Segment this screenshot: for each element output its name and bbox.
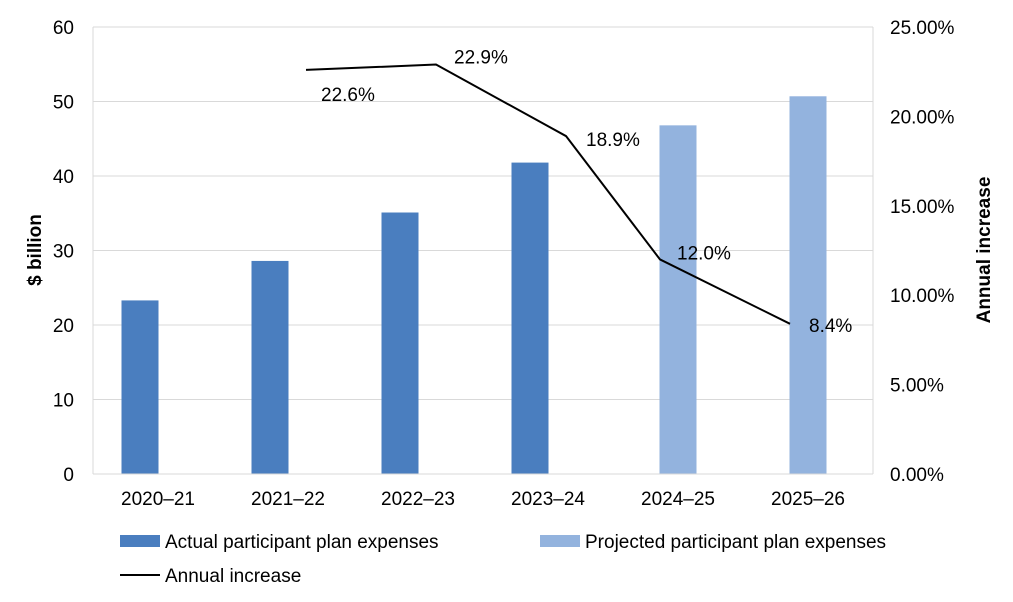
x-tick-label: 2024–25 — [641, 489, 715, 510]
bar-actual — [381, 212, 419, 474]
x-tick-label: 2020–21 — [121, 489, 195, 510]
y-tick-label-left: 60 — [53, 18, 74, 39]
annual-increase-line — [305, 63, 791, 325]
y-tick-label-left: 40 — [53, 167, 74, 188]
axes: 0 10 20 30 40 50 60 0.00% 5.00% 10.00% 15.00% 20.00… — [53, 18, 955, 510]
bar-projected — [789, 96, 827, 474]
x-tick-label: 2021–22 — [251, 489, 325, 510]
y-tick-label-right: 15.00% — [890, 197, 955, 218]
annual-increase-data-label: 18.9% — [586, 130, 640, 151]
legend-label-annual-increase: Annual increase — [165, 566, 301, 587]
bar-actual — [251, 260, 289, 474]
y-tick-label-right: 10.00% — [890, 286, 955, 307]
annual-increase-data-label: 22.6% — [321, 85, 375, 106]
legend-swatch-actual — [120, 535, 160, 547]
annual-increase-data-label: 12.0% — [677, 243, 731, 264]
annual-increase-data-label: 8.4% — [809, 316, 852, 337]
bars — [121, 96, 827, 474]
legend-label-projected: Projected participant plan expenses — [585, 532, 886, 553]
bar-actual — [511, 162, 549, 474]
y-axis-title-left: $ billion — [25, 214, 46, 286]
y-tick-label-right: 5.00% — [890, 376, 944, 397]
grid-lines — [93, 26, 873, 400]
y-tick-label-left: 10 — [53, 391, 74, 412]
y-tick-label-left: 30 — [53, 242, 74, 263]
y-tick-label-left: 20 — [53, 316, 74, 337]
y-axis-title-right: Annual increase — [974, 177, 995, 324]
bar-projected — [659, 125, 697, 474]
annual-increase-line-group: 22.6% 22.9% 18.9% 12.0% 8.4% — [305, 48, 852, 337]
x-tick-label: 2025–26 — [771, 489, 845, 510]
x-tick-label: 2022–23 — [381, 489, 455, 510]
legend: Actual participant plan expenses Project… — [120, 532, 886, 587]
legend-label-actual: Actual participant plan expenses — [165, 532, 439, 553]
y-tick-label-right: 0.00% — [890, 465, 944, 486]
legend-swatch-projected — [540, 535, 580, 547]
y-tick-label-right: 20.00% — [890, 107, 955, 128]
y-tick-label-left: 0 — [63, 465, 74, 486]
y-tick-label-left: 50 — [53, 93, 74, 114]
annual-increase-data-label: 22.9% — [454, 48, 508, 69]
y-tick-label-right: 25.00% — [890, 18, 955, 39]
x-tick-label: 2023–24 — [511, 489, 585, 510]
bar-actual — [121, 300, 159, 474]
